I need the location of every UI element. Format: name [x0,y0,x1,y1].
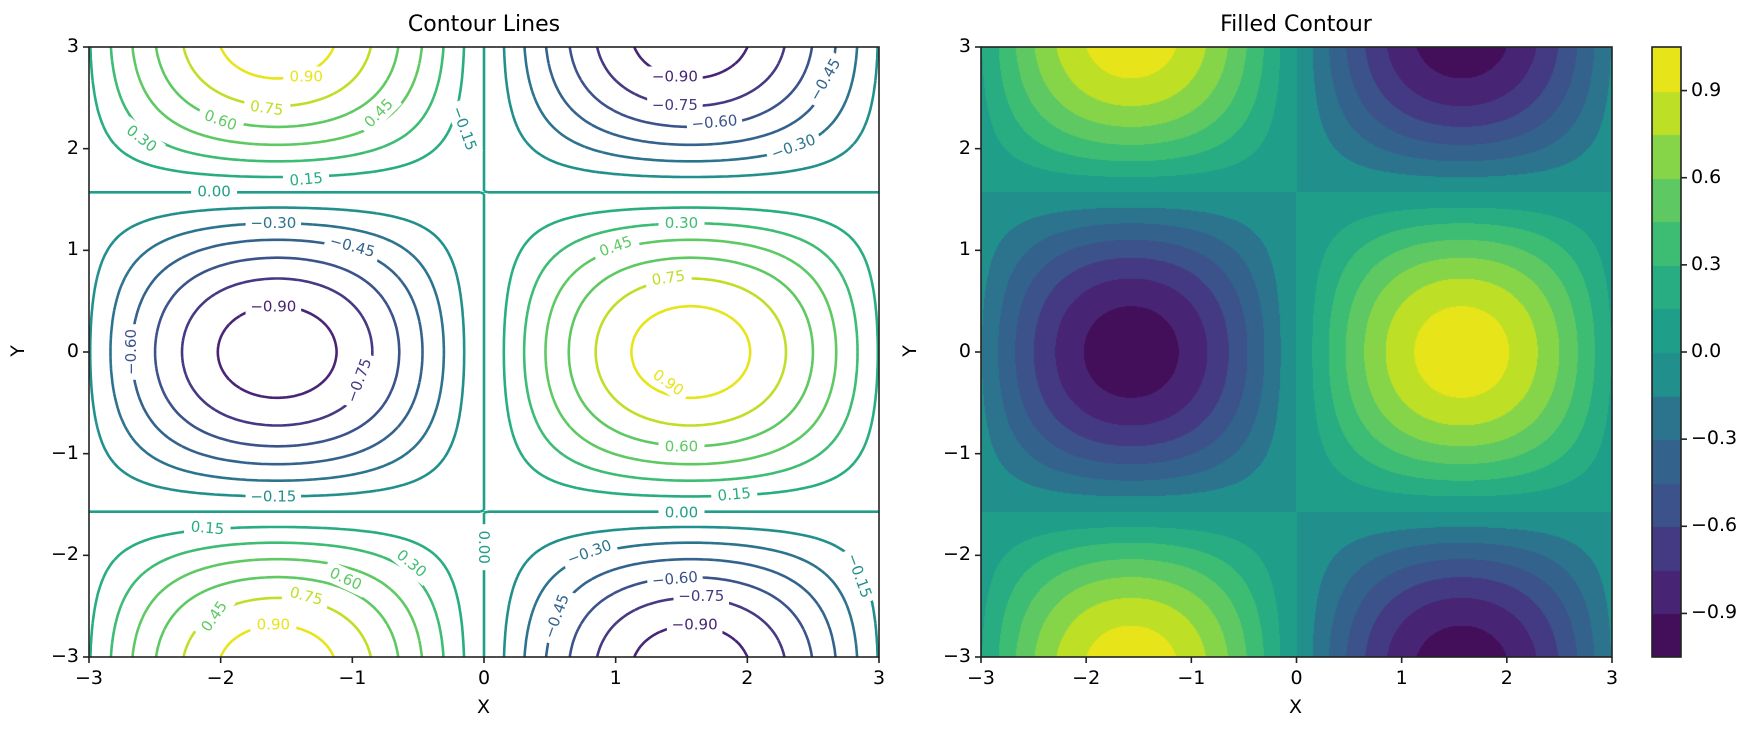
x-tick-label: 3 [1605,667,1619,689]
y-tick-label: 1 [66,238,79,261]
colorbar-tick-label: −0.6 [1691,514,1738,537]
y-tick-label: 1 [958,238,971,261]
contour-label: −0.30 [250,214,296,232]
x-tick-label: 2 [741,667,754,689]
right-chart-title: Filled Contour [1220,12,1372,37]
contour-label: −0.60 [691,111,738,133]
contour-label: 0.15 [717,484,752,505]
contour-label: 0.75 [249,97,285,119]
x-tick-label: 0 [477,667,491,689]
x-tick-label: −1 [338,667,367,689]
contour-label: −0.90 [672,615,718,633]
y-tick-label: 3 [66,35,79,57]
y-tick-label: 3 [958,35,971,57]
contour-label: −0.15 [250,487,296,505]
colorbar-tick-label: 0.9 [1691,78,1722,101]
y-tick-label: −2 [50,543,79,566]
contour-label: 0.00 [665,504,698,522]
y-tick-label: 0 [958,340,971,362]
y-tick-label: 0 [66,340,79,362]
x-tick-label: 0 [1290,667,1303,689]
contour-label: −0.90 [250,297,296,315]
left-y-axis-label: Y [6,345,29,357]
y-tick-label: −3 [942,645,971,667]
y-tick-label: 2 [958,136,971,159]
contour-label: 0.75 [651,267,687,289]
x-tick-label: −3 [74,667,104,689]
y-tick-label: −1 [942,441,971,464]
left-chart-title: Contour Lines [407,12,561,37]
contour-line [154,46,815,658]
contour-label: −0.60 [651,568,698,590]
contour-label: −0.75 [678,587,724,605]
y-tick-label: 2 [66,136,79,159]
left-x-axis-label: X [477,696,491,718]
contour-label: 0.90 [257,615,290,633]
contour-label: 0.60 [665,438,698,456]
colorbar [1652,47,1681,657]
x-tick-label: 1 [609,667,622,689]
x-tick-label: −2 [206,667,235,689]
colorbar-tick-label: 0.3 [1691,252,1722,275]
x-tick-label: −1 [1177,667,1206,689]
contour-label: 0.30 [665,214,698,232]
colorbar-tick-label: 0.6 [1691,165,1722,188]
right-x-axis-label: X [1289,696,1303,718]
x-tick-label: 3 [872,667,886,689]
filled-contour-plot [981,47,1612,657]
y-tick-label: −2 [942,543,971,566]
contour-label: 0.00 [475,530,493,563]
contour-label: −0.90 [652,67,698,85]
contour-label: 0.90 [290,67,323,85]
x-tick-label: −2 [1072,667,1101,689]
colorbar-tick-label: −0.3 [1691,427,1738,450]
contour-line [88,46,879,658]
contour-line [109,46,859,658]
x-tick-label: 1 [1395,667,1408,689]
contour-label: −0.75 [652,96,698,114]
x-tick-label: 2 [1500,667,1513,689]
x-tick-label: −3 [966,667,996,689]
contour-label: −0.60 [122,329,140,375]
colorbar-tick-label: 0.0 [1691,340,1722,362]
y-tick-label: −3 [50,645,79,667]
y-tick-label: −1 [50,441,79,464]
contour-label: 0.15 [289,169,324,190]
right-y-axis-label: Y [898,345,921,357]
contour-label: 0.15 [190,517,225,538]
contour-line [89,46,880,658]
colorbar-tick-label: −0.9 [1691,601,1738,624]
contour-label: 0.00 [197,182,230,200]
